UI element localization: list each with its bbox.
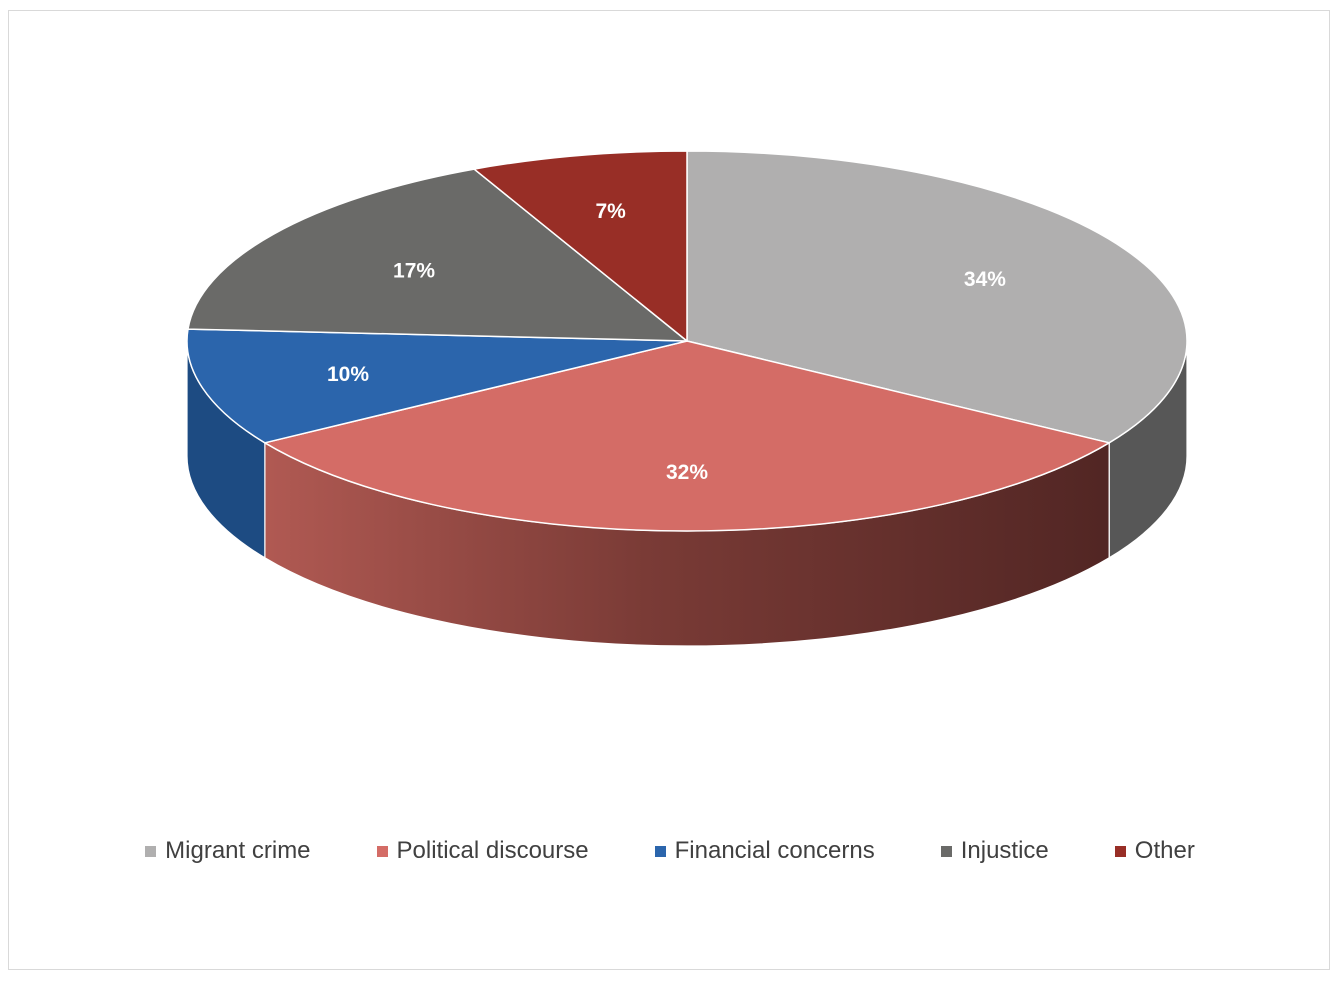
pie-label-group: 34% 32% 10% 17% 7% <box>327 200 1006 484</box>
pie-slice <box>686 150 1188 444</box>
legend-swatch <box>145 845 157 857</box>
legend-label: Other <box>1134 837 1195 864</box>
pie-slice <box>264 340 1110 532</box>
legend-item-political-discourse: Political discourse <box>376 837 589 865</box>
pie-slice <box>187 168 688 342</box>
pie-data-label: 17% <box>393 260 435 283</box>
pie-data-label: 7% <box>595 200 626 223</box>
pie-slice <box>473 150 688 342</box>
legend-swatch <box>376 845 388 857</box>
legend-item-injustice: Injustice <box>940 837 1049 865</box>
legend-item-migrant-crime: Migrant crime <box>145 837 311 865</box>
legend-label: Migrant crime <box>165 837 311 864</box>
legend-label: Financial concerns <box>674 837 875 864</box>
pie-data-label: 34% <box>964 268 1006 291</box>
legend-swatch <box>1114 845 1126 857</box>
legend-item-financial-concerns: Financial concerns <box>654 837 875 865</box>
legend: Migrant crime Political discourse Financ… <box>0 826 1340 876</box>
pie-side-group <box>186 340 1188 647</box>
pie-data-label: 32% <box>666 461 708 484</box>
legend-label: Political discourse <box>396 837 589 864</box>
legend-label: Injustice <box>960 837 1049 864</box>
pie-top-group <box>186 150 1188 532</box>
legend-item-other: Other <box>1114 837 1195 865</box>
legend-swatch <box>940 845 952 857</box>
pie-slice <box>186 328 688 444</box>
legend-swatch <box>654 845 666 857</box>
pie-data-label: 10% <box>327 363 369 386</box>
